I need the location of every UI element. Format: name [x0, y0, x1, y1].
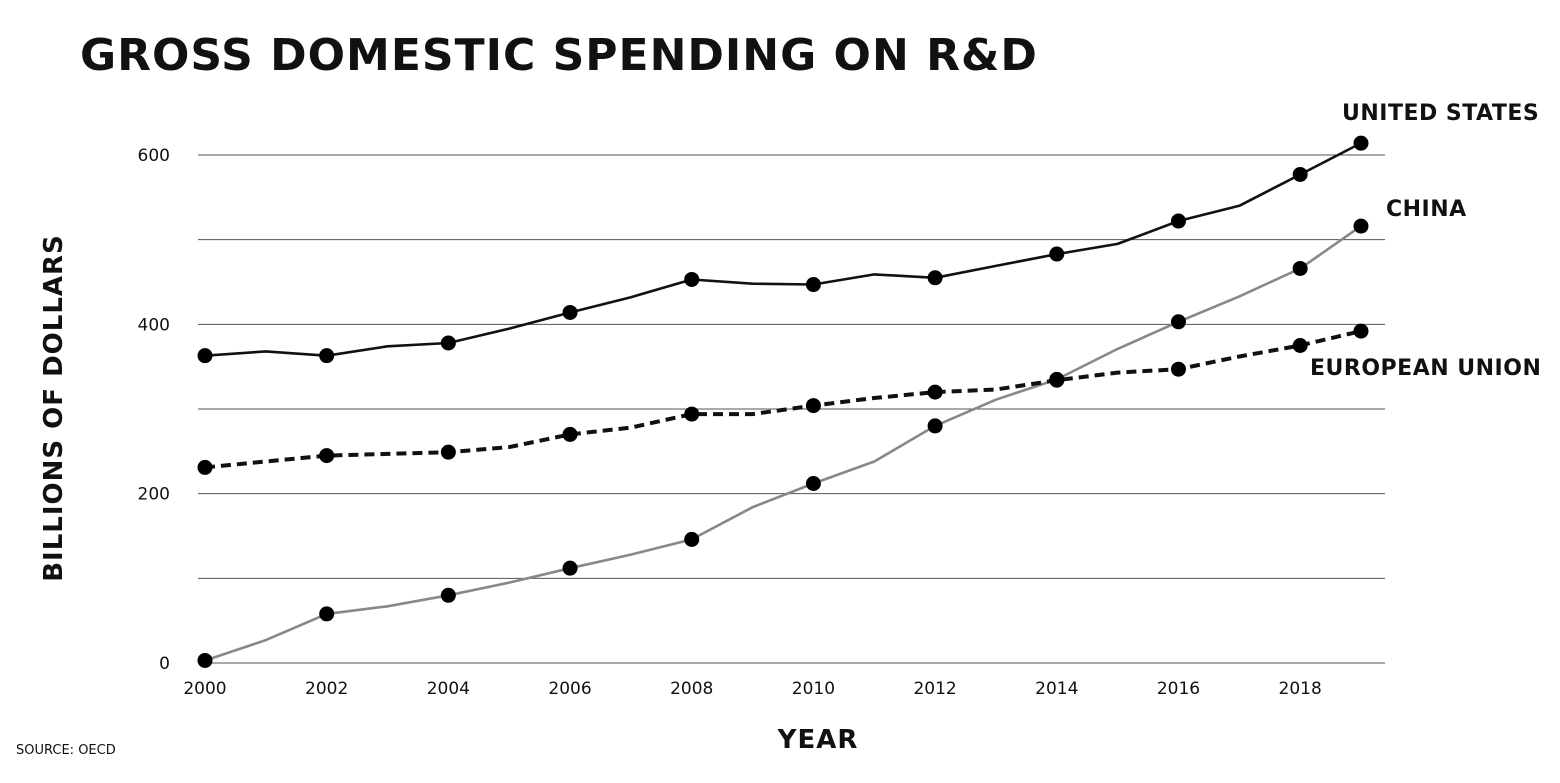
marker-united-states-2018 [1292, 166, 1308, 182]
y-tick-labels: 0 200 400 600 [138, 146, 170, 674]
x-tick-2004: 2004 [427, 679, 470, 699]
marker-united-states-2008 [684, 271, 700, 287]
marker-china-2018 [1292, 260, 1308, 276]
y-tick-200: 200 [138, 485, 170, 505]
marker-european-union-2018 [1292, 338, 1308, 353]
x-tick-2010: 2010 [792, 679, 835, 699]
marker-united-states-2004 [440, 335, 456, 351]
marker-european-union-2000 [197, 459, 213, 475]
y-tick-0: 0 [159, 654, 170, 674]
gridlines [198, 154, 1385, 664]
marker-european-union-2014 [1049, 372, 1065, 388]
marker-united-states-2002 [319, 348, 335, 364]
series-line-united-states [203, 141, 1363, 358]
source-note: SOURCE: OECD [16, 743, 116, 758]
series-label-european-union: EUROPEAN UNION [1310, 356, 1541, 381]
marker-united-states-2012 [927, 270, 943, 286]
x-tick-2018: 2018 [1279, 679, 1322, 699]
x-tick-2008: 2008 [670, 679, 713, 699]
marker-china-2000 [197, 652, 213, 668]
y-tick-600: 600 [138, 146, 170, 166]
x-tick-2016: 2016 [1157, 679, 1200, 699]
marker-european-union-2004 [440, 444, 456, 460]
x-tick-2002: 2002 [305, 679, 348, 699]
x-tick-2012: 2012 [913, 679, 956, 699]
y-tick-400: 400 [138, 315, 170, 335]
marker-united-states-2014 [1049, 246, 1065, 262]
x-tick-2000: 2000 [183, 679, 226, 699]
marker-united-states-2016 [1170, 213, 1186, 229]
marker-european-union-2019 [1353, 323, 1369, 339]
marker-china-2016 [1170, 314, 1186, 330]
marker-china-2006 [562, 560, 578, 576]
marker-china-2004 [440, 587, 456, 603]
marker-china-2019 [1353, 218, 1369, 234]
marker-china-2012 [927, 418, 943, 434]
series-line-european-union [204, 329, 1362, 470]
series-label-united-states: UNITED STATES [1342, 101, 1539, 126]
marker-united-states-2006 [562, 304, 578, 320]
marker-european-union-2016 [1170, 361, 1186, 377]
marker-european-union-2010 [805, 398, 821, 414]
x-tick-2006: 2006 [548, 679, 591, 699]
series-label-china: CHINA [1386, 197, 1467, 222]
marker-united-states-2010 [805, 277, 821, 293]
marker-european-union-2008 [684, 406, 700, 422]
x-tick-labels: 2000 2002 2004 2006 2008 2010 2012 2014 2016 2018 [183, 679, 1321, 699]
marker-china-2008 [684, 531, 700, 547]
marker-united-states-2019 [1353, 135, 1369, 151]
marker-china-2002 [319, 606, 335, 622]
x-tick-2014: 2014 [1035, 679, 1078, 699]
chart-title: GROSS DOMESTIC SPENDING ON R&D [80, 30, 1038, 81]
marker-european-union-2006 [562, 426, 578, 442]
series-lines [203, 141, 1363, 662]
marker-china-2010 [805, 476, 821, 492]
marker-european-union-2002 [319, 448, 335, 464]
y-axis-label: BILLIONS OF DOLLARS [39, 234, 69, 582]
marker-united-states-2000 [197, 348, 213, 364]
series-line-china [203, 224, 1363, 662]
x-axis-label: YEAR [777, 725, 859, 755]
series-markers [197, 135, 1369, 668]
marker-european-union-2012 [927, 384, 943, 400]
